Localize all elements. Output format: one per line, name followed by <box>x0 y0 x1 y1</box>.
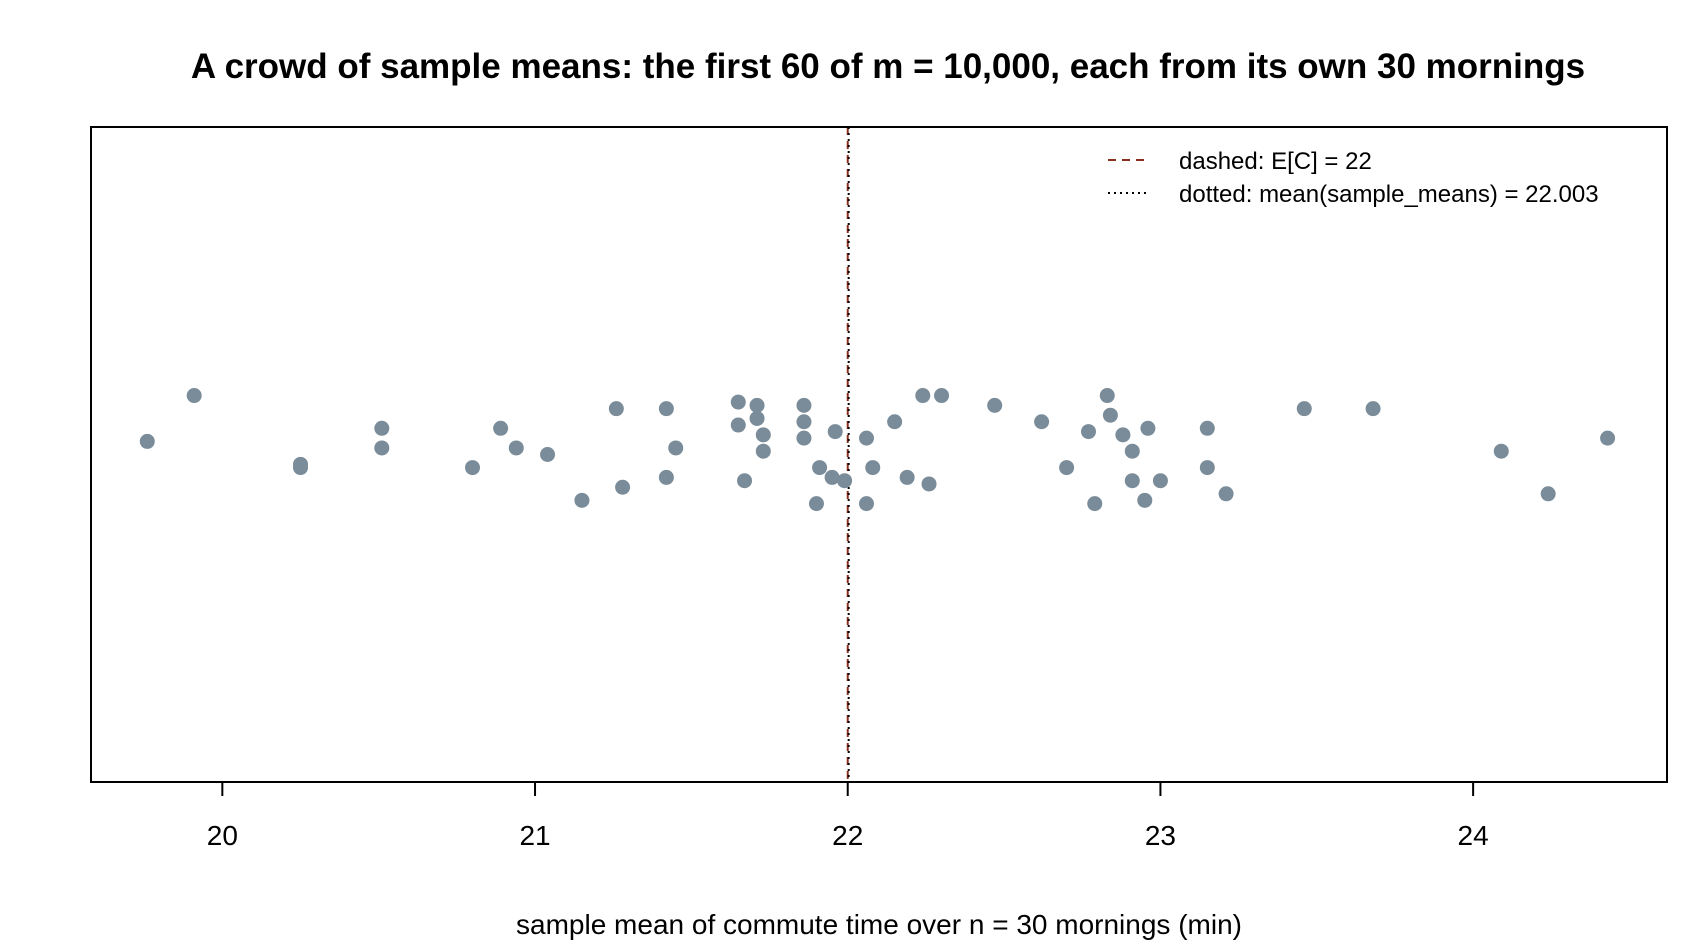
x-tick-label: 24 <box>1458 820 1489 851</box>
data-point <box>658 469 674 485</box>
x-tick-label: 20 <box>207 820 238 851</box>
data-point <box>464 460 480 476</box>
data-point <box>915 388 931 404</box>
legend: dashed: E[C] = 22 dotted: mean(sample_me… <box>1108 148 1599 208</box>
x-axis-label: sample mean of commute time over n = 30 … <box>516 909 1242 940</box>
data-point <box>812 460 828 476</box>
legend-label-dotted: dotted: mean(sample_means) = 22.003 <box>1179 181 1599 208</box>
data-point <box>737 473 753 489</box>
data-point <box>574 492 590 508</box>
data-point <box>1365 401 1381 417</box>
data-point <box>755 443 771 459</box>
data-point <box>921 476 937 492</box>
data-point <box>668 440 684 456</box>
data-point <box>796 430 812 446</box>
data-point <box>293 460 309 476</box>
data-point <box>1540 486 1556 502</box>
data-point <box>1199 420 1215 436</box>
data-point <box>858 430 874 446</box>
x-axis: 20 21 22 23 24 <box>207 782 1489 851</box>
reference-lines <box>846 127 850 782</box>
data-point <box>865 460 881 476</box>
x-tick-label: 22 <box>832 820 863 851</box>
data-point <box>730 417 746 433</box>
data-point <box>1087 496 1103 512</box>
data-point <box>374 440 390 456</box>
data-point <box>808 496 824 512</box>
data-point <box>749 397 765 413</box>
data-point <box>186 388 202 404</box>
chart-title: A crowd of sample means: the first 60 of… <box>191 47 1585 86</box>
data-point <box>1152 473 1168 489</box>
data-point <box>1099 388 1115 404</box>
data-point <box>858 496 874 512</box>
data-point <box>1081 424 1097 440</box>
data-point <box>837 473 853 489</box>
data-point <box>1059 460 1075 476</box>
data-point <box>493 420 509 436</box>
data-point <box>540 447 556 462</box>
data-point <box>1600 430 1616 446</box>
data-point <box>1296 401 1312 417</box>
data-point <box>1115 427 1131 443</box>
data-point <box>139 433 155 449</box>
data-point <box>796 414 812 430</box>
data-point <box>824 469 840 485</box>
plot-frame <box>90 126 1668 783</box>
data-point <box>615 479 631 495</box>
data-point <box>1140 420 1156 436</box>
data-point <box>934 388 950 404</box>
data-points <box>139 388 1616 512</box>
data-point <box>796 397 812 413</box>
x-tick-label: 21 <box>519 820 550 851</box>
data-point <box>658 401 674 417</box>
data-point <box>1137 492 1153 508</box>
data-point <box>1124 443 1140 459</box>
data-point <box>755 427 771 443</box>
data-point <box>1218 486 1234 502</box>
data-point <box>1124 473 1140 489</box>
legend-label-dashed: dashed: E[C] = 22 <box>1179 148 1372 175</box>
data-point <box>1034 414 1050 430</box>
data-point <box>374 420 390 436</box>
data-point <box>887 414 903 430</box>
data-point <box>987 397 1003 413</box>
data-point <box>1493 443 1509 459</box>
x-tick-label: 23 <box>1145 820 1176 851</box>
data-point <box>730 394 746 410</box>
data-point <box>827 424 843 440</box>
data-point <box>608 401 624 417</box>
data-point <box>749 410 765 426</box>
data-point <box>508 440 524 456</box>
data-point <box>1199 460 1215 476</box>
data-point <box>899 469 915 485</box>
data-point <box>1102 407 1118 423</box>
